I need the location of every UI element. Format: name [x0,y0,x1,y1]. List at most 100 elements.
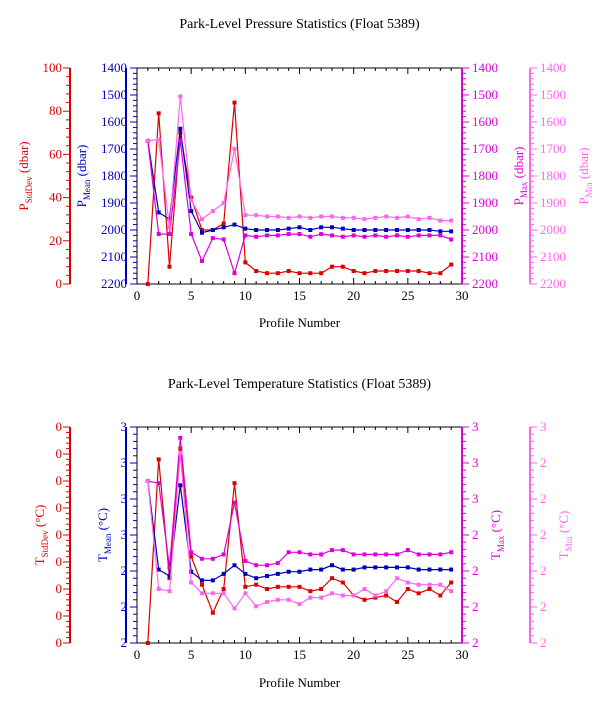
x-tick-label: 25 [401,288,414,303]
series-stddev [145,446,454,645]
data-point [243,233,248,238]
data-point [232,500,237,505]
y-tick-label: 0 [56,419,63,434]
y-axis-label: PMean (dbar) [74,145,92,208]
data-point [427,567,432,572]
data-point [438,229,443,234]
data-point [275,597,280,602]
y-tick-label: 1900 [472,195,498,210]
data-point [449,262,454,267]
data-point [265,587,269,591]
series-min [145,94,454,230]
data-point [330,548,334,553]
series-line [147,140,452,276]
data-point [167,565,172,570]
data-point [427,271,432,276]
y-axis-label: PStdDev (dbar) [16,141,34,210]
data-point [286,232,291,237]
y-tick-label: 1900 [540,195,566,210]
data-point [167,589,172,594]
data-point [395,269,399,274]
y-tick-label: 2100 [472,249,498,264]
chart-title: Park-Level Pressure Statistics (Float 53… [179,17,420,32]
data-point [275,233,280,238]
data-point [438,271,443,276]
y-tick-label: 3 [121,419,128,434]
data-point [243,584,248,589]
data-point [189,550,194,555]
data-point [362,565,367,570]
series-stddev [145,100,454,286]
y-tick-label: 60 [49,146,62,161]
data-point [221,221,226,226]
data-point [308,215,313,220]
data-point [243,226,248,231]
y-axis-max: 3 3 3 2 2 2 2 TMax (°C) [461,419,506,650]
data-point [395,215,399,220]
data-point [286,226,291,231]
chart-title: Park-Level Temperature Statistics (Float… [168,377,431,392]
y-axis-mean: 1400 1500 1600 1700 1800 1900 2000 2100 2200 PMea… [74,60,137,291]
data-point [200,259,204,264]
x-tick-label: 10 [239,288,252,303]
y-tick-label: 0 [56,635,63,650]
data-point [416,269,421,274]
data-point [265,214,269,219]
series-mean [145,126,454,235]
data-point [416,567,421,572]
data-point [449,550,454,555]
data-point [438,552,443,557]
data-point [330,225,334,230]
data-point [340,548,345,553]
x-tick-label: 0 [134,647,141,662]
data-point [286,215,291,220]
y-tick-label: 3 [121,491,128,506]
data-point [156,210,161,215]
data-point [265,599,269,604]
y-tick-label: 1800 [472,168,498,183]
data-point [297,232,302,237]
data-point [286,597,291,602]
y-tick-label: 1700 [101,141,127,156]
data-point [384,565,389,570]
data-point [384,228,389,232]
data-point [221,591,226,596]
data-point [319,595,324,600]
y-axis-label: TMax (°C) [488,510,506,560]
data-point [200,556,204,561]
data-point [275,214,280,219]
data-point [232,481,237,486]
data-point [297,225,302,230]
series-min [145,450,454,611]
y-tick-label: 2100 [540,249,566,264]
data-point [449,237,454,242]
data-point [189,209,194,214]
x-tick-label: 20 [347,288,360,303]
y-axis-label: TMean (°C) [95,508,113,562]
data-point [275,271,280,276]
y-tick-label: 1700 [540,141,566,156]
data-point [330,214,334,219]
data-point [438,218,443,223]
data-point [254,563,259,568]
data-point [319,567,324,572]
data-point [178,94,183,99]
data-point [438,567,443,572]
y-tick-label: 2 [540,635,547,650]
data-point [178,450,183,455]
data-point [308,567,313,572]
data-point [373,228,378,232]
data-point [254,213,259,218]
x-tick-label: 5 [188,288,195,303]
data-point [232,563,237,568]
y-tick-label: 1600 [101,114,127,129]
data-point [221,201,226,205]
data-point [243,591,248,596]
data-point [156,457,161,462]
data-point [351,215,356,220]
x-tick-label: 5 [188,647,195,662]
data-point [373,595,378,600]
y-tick-label: 40 [49,190,62,205]
data-point [373,233,378,238]
data-point [351,228,356,232]
